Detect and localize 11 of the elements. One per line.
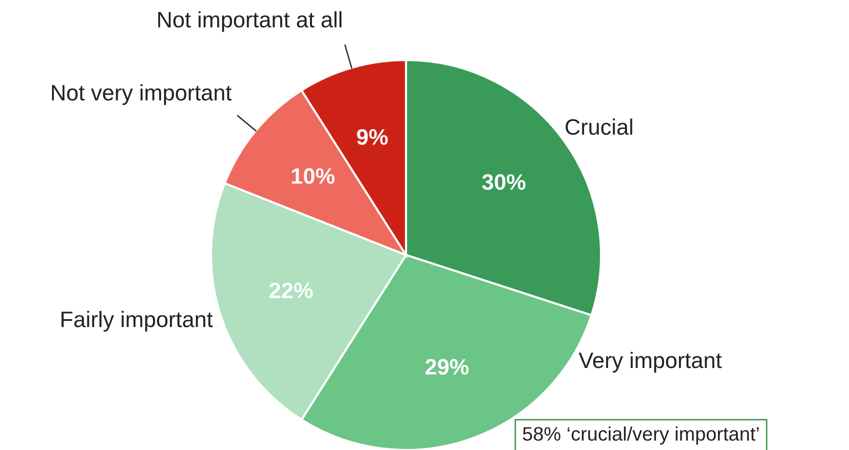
data-label: 10%: [292, 168, 334, 184]
data-label: 30%: [482, 174, 526, 190]
slice-label: Crucial: [566, 118, 632, 135]
slice-label: Not important at all: [158, 11, 342, 32]
data-label: 22%: [270, 282, 313, 298]
slice-label: Very important: [578, 352, 722, 373]
data-label: 29%: [425, 358, 469, 375]
slice-label: Fairly important: [62, 310, 213, 332]
text: 58% ‘crucial/very important’: [522, 426, 759, 445]
data-label: 9%: [356, 129, 388, 145]
slice-label: Not very important: [52, 84, 232, 105]
